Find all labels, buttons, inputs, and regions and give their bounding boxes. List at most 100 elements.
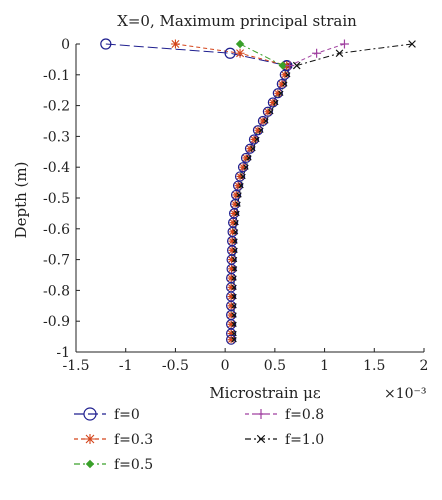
marker-star — [274, 89, 282, 97]
marker-circle — [226, 334, 237, 345]
y-tick-label: -0.5 — [43, 191, 70, 207]
x-tick-label: 0 — [221, 358, 230, 374]
marker-star — [227, 302, 235, 310]
axes: -1.5 -1 -0.5 0 0.5 1 1.5 20-0.1-0.2-0.3-0.4-0.5… — [43, 37, 428, 374]
y-tick-label: -0.3 — [43, 129, 70, 145]
marker-x — [240, 173, 246, 180]
marker-star — [242, 154, 250, 162]
series-line-surface — [175, 43, 287, 67]
y-axis-label: Depth (m) — [12, 162, 30, 239]
marker-diamond — [85, 459, 95, 469]
marker-circle — [232, 180, 244, 191]
marker-star — [227, 330, 235, 338]
legend-label: f=0.8 — [285, 407, 324, 423]
marker-circle — [240, 152, 252, 164]
marker-star — [264, 108, 272, 116]
marker-circle — [252, 125, 264, 136]
marker-x — [231, 266, 238, 272]
y-tick-label: 0 — [61, 37, 70, 53]
marker-x — [231, 284, 237, 290]
marker-star — [227, 311, 235, 319]
marker-star — [250, 135, 258, 143]
marker-circle — [262, 106, 273, 117]
marker-x — [233, 219, 239, 226]
y-tick-label: -1 — [56, 345, 70, 361]
marker-star — [231, 200, 239, 208]
marker-x — [273, 99, 279, 106]
marker-circle — [276, 78, 287, 90]
marker-star — [229, 219, 237, 227]
marker-x — [243, 164, 249, 170]
marker-x — [231, 256, 238, 263]
marker-star — [228, 256, 236, 264]
marker-star — [228, 246, 236, 254]
marker-star — [259, 117, 267, 125]
y-tick-label: -0.8 — [43, 283, 70, 299]
x-axis-label: Microstrain με — [209, 384, 321, 402]
marker-circle — [267, 97, 278, 108]
marker-star — [239, 163, 247, 171]
chart-title: X=0, Maximum principal strain — [117, 12, 357, 30]
x-tick-label: -0.5 — [162, 358, 189, 374]
series-line-surface — [296, 43, 413, 67]
marker-x — [282, 81, 288, 87]
marker-star — [234, 182, 242, 190]
marker-star — [278, 80, 286, 88]
marker-star — [232, 191, 240, 199]
marker-star — [236, 172, 244, 180]
marker-x — [246, 155, 252, 161]
marker-x — [292, 61, 301, 70]
plot-area — [100, 38, 416, 345]
marker-x — [236, 192, 242, 198]
series-line-surface — [239, 43, 284, 67]
marker-x — [256, 434, 266, 444]
marker-x — [231, 293, 237, 300]
marker-x — [254, 136, 260, 143]
marker-star — [170, 39, 180, 49]
series-line-surface — [105, 43, 287, 67]
marker-star — [227, 336, 235, 344]
series-line-profile — [233, 65, 291, 340]
marker-x — [250, 146, 256, 152]
marker-x — [238, 183, 244, 189]
marker-circle — [100, 38, 112, 50]
legend-label: f=0 — [114, 407, 140, 423]
y-tick-label: -0.4 — [43, 160, 70, 176]
marker-star — [230, 209, 238, 217]
marker-star — [227, 320, 235, 328]
marker-circle — [257, 115, 269, 127]
marker-x — [278, 90, 284, 96]
marker-plus — [312, 48, 322, 58]
marker-star — [228, 237, 236, 245]
marker-star — [228, 265, 236, 273]
x-scale-note: ×10⁻³ — [384, 386, 427, 402]
marker-x — [285, 72, 291, 78]
marker-x — [263, 118, 269, 124]
marker-plus — [285, 61, 295, 71]
legend-label: f=0.5 — [114, 457, 153, 473]
x-tick-label: 1 — [320, 358, 329, 374]
marker-star — [85, 434, 95, 444]
y-tick-label: -0.2 — [43, 99, 70, 115]
x-tick-label: 1.5 — [363, 358, 385, 374]
marker-circle — [234, 171, 246, 182]
marker-star — [227, 283, 235, 291]
y-tick-label: -0.6 — [43, 222, 70, 238]
marker-circle — [224, 47, 236, 59]
marker-x — [231, 275, 237, 281]
marker-x — [232, 247, 238, 254]
x-tick-label: 2 — [420, 358, 429, 374]
marker-star — [235, 48, 245, 58]
marker-star — [246, 145, 254, 153]
legend-label: f=1.0 — [285, 432, 324, 448]
marker-x — [258, 127, 264, 133]
marker-star — [269, 99, 277, 107]
marker-star — [227, 293, 235, 301]
marker-diamond — [235, 39, 245, 49]
marker-plus — [339, 39, 349, 49]
marker-x — [231, 312, 237, 318]
marker-circle — [237, 162, 249, 173]
marker-x — [268, 109, 274, 115]
marker-x — [408, 40, 416, 48]
